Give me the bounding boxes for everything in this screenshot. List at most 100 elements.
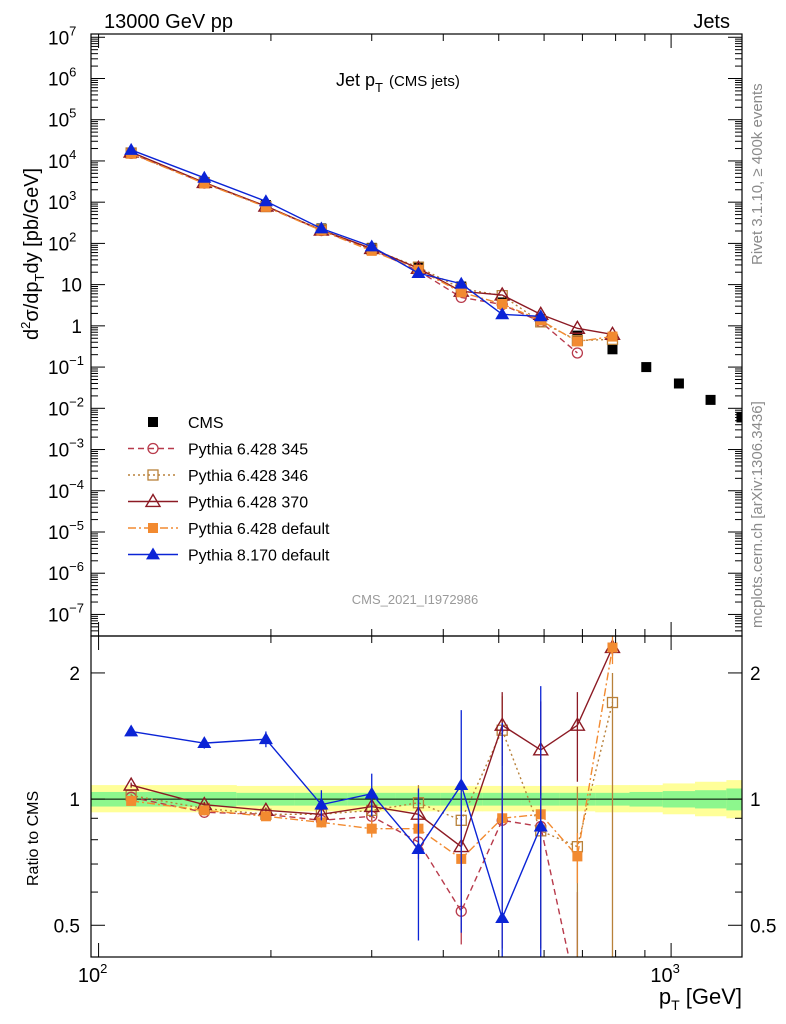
y-axis-label-main: d2σ/dpTdy [pb/GeV] [18, 168, 47, 340]
y-tick-exponent: −1 [69, 353, 84, 368]
y-tick-label-ratio-right: 2 [750, 664, 761, 685]
y-tick-label-ratio: 1 [69, 790, 80, 811]
band-inner-15 [757, 787, 786, 813]
y-tick-exponent: 5 [69, 106, 76, 121]
series-5-point [364, 239, 379, 252]
series-4-point [199, 178, 210, 189]
legend-label: Pythia 6.428 370 [188, 495, 308, 512]
series-5-ratio-point [495, 911, 510, 924]
x-axis-label: pT [GeV] [659, 984, 742, 1013]
y-tick-exponent: 3 [69, 188, 76, 203]
legend-item: CMS [148, 415, 224, 432]
ratio-panel-frame [90, 635, 743, 958]
series-4-ratio-point [260, 811, 271, 822]
y-tick-label-main: 103 [48, 188, 76, 214]
y-tick-label-main: 106 [48, 64, 76, 90]
series-4-ratio-point [607, 642, 618, 653]
legend-marker [148, 417, 158, 427]
series-1-main-line [130, 152, 578, 354]
series-5-point [495, 307, 510, 320]
legend-marker [147, 442, 159, 455]
y-tick-label-main: 10−6 [48, 559, 84, 585]
main-panel-series [122, 142, 742, 423]
y-tick-label-main: 104 [48, 147, 76, 173]
series-5-ratio-point [124, 724, 139, 737]
y-axis-label-ratio: Ratio to CMS [25, 791, 42, 886]
x-tick-exponent: 3 [673, 961, 680, 976]
series-5-ratio-point [533, 819, 548, 832]
series-0-point [673, 378, 684, 389]
series-5-point [454, 276, 469, 289]
series-4-ratio-point [316, 817, 327, 828]
y-tick-label-main: 10 [61, 276, 82, 297]
series-5-ratio-line [131, 730, 542, 921]
legend-marker [148, 523, 158, 533]
series-5-point [533, 309, 548, 322]
legend-label: Pythia 6.428 345 [188, 442, 308, 459]
series-1-ratio-line [131, 796, 570, 957]
y-tick-exponent: 7 [69, 23, 76, 38]
y-tick-label-main: 10−4 [48, 477, 84, 503]
series-5-ratio-point [454, 778, 469, 790]
series-2-ratio-point [606, 696, 619, 709]
x-tick-exponent: 2 [100, 961, 107, 976]
legend-item: Pythia 8.170 default [128, 547, 330, 565]
header-right: Jets [693, 11, 730, 33]
band-outer-15 [757, 777, 786, 823]
y-tick-exponent: −4 [69, 477, 84, 492]
y-tick-label-main: 10−2 [48, 394, 84, 420]
series-5-ratio-point [258, 732, 273, 745]
series-4-point [456, 287, 467, 298]
series-4-point [572, 336, 583, 347]
y-tick-label-ratio-right: 0.5 [750, 916, 776, 937]
series-3-ratio-point [122, 776, 140, 791]
main-panel-frame [90, 33, 743, 637]
series-5-ratio-point [314, 797, 329, 810]
y-tick-label-main: 105 [48, 106, 76, 132]
mcplots-reference-label: mcplots.cern.ch [arXiv:1306.3436] [749, 401, 766, 628]
y-tick-label-main: 102 [48, 229, 76, 255]
y-tick-label-main: 10−3 [48, 436, 84, 462]
series-4-point [260, 201, 271, 212]
series-4-ratio-point [366, 823, 377, 834]
series-0-point [705, 394, 716, 405]
legend-item: Pythia 6.428 345 [128, 442, 308, 459]
y-tick-label-main: 10−7 [48, 600, 84, 626]
series-layer [122, 142, 742, 957]
series-5-ratio-point [197, 736, 212, 749]
series-0-point [607, 344, 618, 355]
y-tick-exponent: −7 [69, 600, 84, 615]
y-tick-label-main: 10−1 [48, 353, 84, 379]
series-5-point [124, 142, 139, 155]
series-4-point [607, 331, 618, 342]
series-5-point [258, 194, 273, 207]
legend-marker [144, 493, 162, 508]
legend-item: Pythia 6.428 370 [128, 493, 308, 512]
legend-item: Pythia 6.428 default [128, 521, 330, 538]
series-1-point [571, 347, 584, 359]
y-tick-label-ratio: 0.5 [54, 916, 80, 937]
series-0-point [641, 362, 652, 373]
series-4-ratio-point [572, 851, 583, 862]
y-tick-exponent: −3 [69, 436, 84, 451]
y-tick-label-main: 10−5 [48, 518, 84, 544]
plot-title: Jet pT (CMS jets) [336, 70, 460, 95]
series-4-ratio-point [126, 795, 137, 806]
y-tick-exponent: 2 [69, 229, 76, 244]
y-tick-label-ratio: 2 [69, 664, 80, 685]
y-tick-exponent: −6 [69, 559, 84, 574]
legend-label: Pythia 6.428 346 [188, 468, 308, 485]
series-5-ratio-point [411, 842, 426, 854]
legend-marker [146, 547, 160, 560]
header-left: 13000 GeV pp [104, 11, 233, 33]
legend-marker [147, 469, 159, 481]
analysis-watermark: CMS_2021_I1972986 [352, 592, 479, 607]
series-5-point [314, 221, 329, 234]
series-5-point [197, 170, 212, 183]
series-5-point [411, 266, 426, 279]
rivet-version-label: Rivet 3.1.10, ≥ 400k events [749, 83, 766, 265]
legend-label: CMS [188, 415, 224, 432]
series-3-ratio-point [569, 716, 586, 731]
